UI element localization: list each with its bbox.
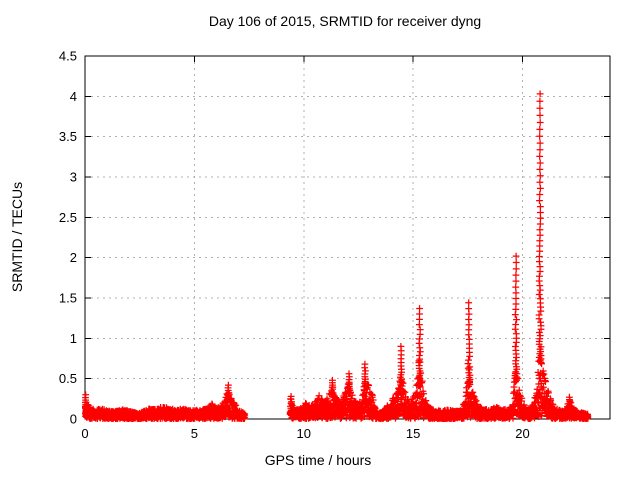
data-points-series xyxy=(82,90,592,422)
y-tick-label: 2.5 xyxy=(59,210,77,225)
y-tick-label: 1.5 xyxy=(59,291,77,306)
x-tick-label: 10 xyxy=(297,426,311,441)
x-tick-label: 5 xyxy=(191,426,198,441)
y-tick-label: 0 xyxy=(70,412,77,427)
y-tick-label: 4 xyxy=(70,89,77,104)
x-axis-label: GPS time / hours xyxy=(264,452,372,468)
y-tick-label: 2 xyxy=(70,250,77,265)
y-tick-label: 3 xyxy=(70,170,77,185)
y-tick-label: 0.5 xyxy=(59,371,77,386)
x-tick-label: 20 xyxy=(515,426,529,441)
chart-title: Day 106 of 2015, SRMTID for receiver dyn… xyxy=(208,13,482,29)
y-tick-label: 4.5 xyxy=(59,49,77,64)
y-tick-label: 1 xyxy=(70,331,77,346)
plot-border xyxy=(84,55,611,420)
x-tick-label: 15 xyxy=(406,426,420,441)
y-tick-label: 3.5 xyxy=(59,129,77,144)
x-tick-label: 0 xyxy=(81,426,88,441)
